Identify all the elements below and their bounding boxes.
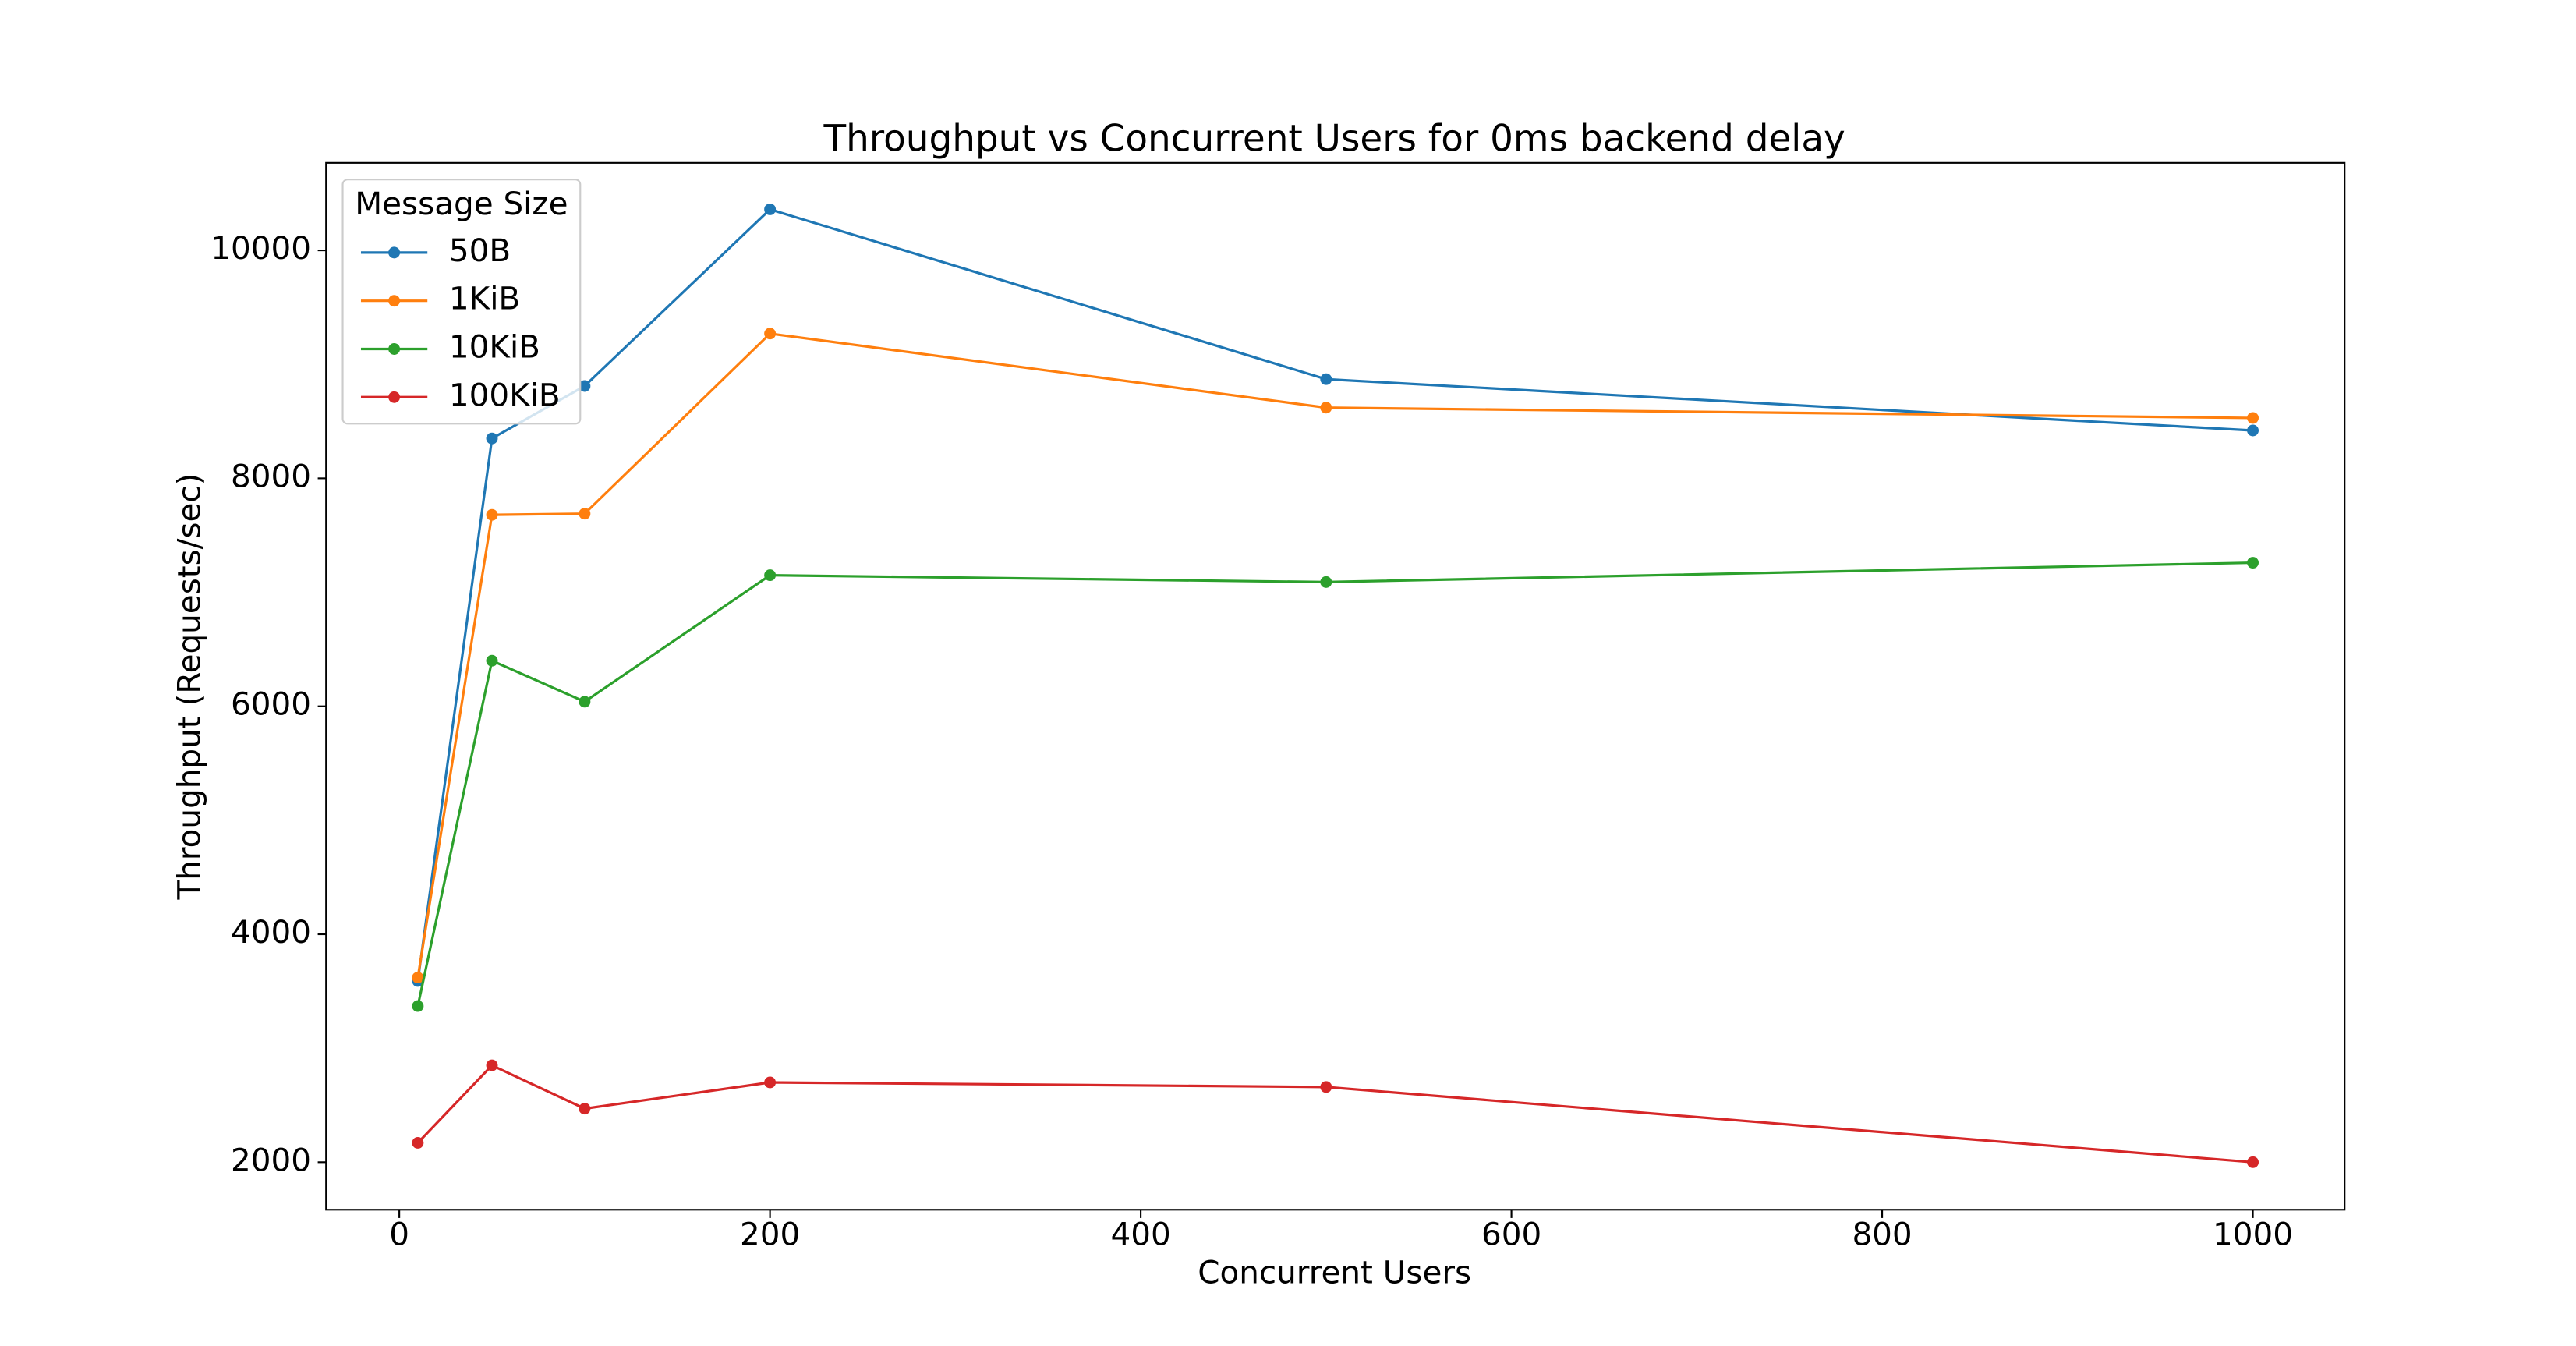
x-tick-label: 1000 [2213, 1215, 2293, 1252]
series-line [416, 1064, 2253, 1164]
y-tick-label: 6000 [231, 685, 311, 723]
data-point [486, 432, 498, 445]
data-point [1320, 576, 1332, 588]
chart-title: Throughput vs Concurrent Users for 0ms b… [823, 118, 1845, 161]
data-point [579, 380, 591, 392]
x-axis-label: Concurrent Users [1198, 1253, 1471, 1291]
legend-box [341, 179, 582, 425]
data-point [2247, 424, 2259, 437]
y-tick-label: 8000 [231, 457, 311, 494]
legend-label: 100KiB [449, 376, 561, 413]
data-point [579, 1103, 591, 1115]
legend-label: 10KiB [449, 328, 540, 365]
legend-marker [388, 343, 401, 355]
data-point [486, 508, 498, 521]
data-point [1320, 373, 1332, 385]
x-tick-label: 0 [389, 1215, 409, 1252]
legend-marker [388, 391, 401, 403]
legend-label: 50B [449, 232, 511, 269]
legend-marker [388, 246, 401, 259]
data-point [412, 1137, 424, 1149]
data-point [764, 569, 777, 582]
x-tick-label: 600 [1481, 1215, 1541, 1252]
data-point [486, 1059, 498, 1071]
x-tick-label: 400 [1110, 1215, 1170, 1252]
legend-marker [388, 295, 401, 307]
plot-frame [325, 161, 2346, 1211]
y-axis-label: Throughput (Requests/sec) [171, 473, 208, 901]
y-tick-label: 10000 [211, 229, 311, 267]
data-point [412, 972, 424, 984]
data-point [1320, 1081, 1332, 1093]
x-tick-label: 800 [1852, 1215, 1912, 1252]
series-line [416, 561, 2253, 1007]
data-point [1320, 402, 1332, 414]
data-point [2247, 557, 2259, 569]
x-tick-label: 200 [740, 1215, 800, 1252]
data-point [764, 203, 777, 215]
data-point [764, 328, 777, 340]
data-point [2247, 1156, 2259, 1168]
y-tick-label: 4000 [231, 913, 311, 951]
series-line [416, 207, 2253, 982]
series-line [416, 332, 2253, 978]
data-point [764, 1076, 777, 1089]
y-tick-label: 2000 [231, 1141, 311, 1178]
data-point [579, 508, 591, 520]
data-point [2247, 412, 2259, 424]
data-point [412, 1000, 424, 1012]
data-point [486, 654, 498, 667]
data-point [579, 696, 591, 708]
legend-title: Message Size [355, 185, 568, 222]
legend-label: 1KiB [449, 280, 520, 317]
